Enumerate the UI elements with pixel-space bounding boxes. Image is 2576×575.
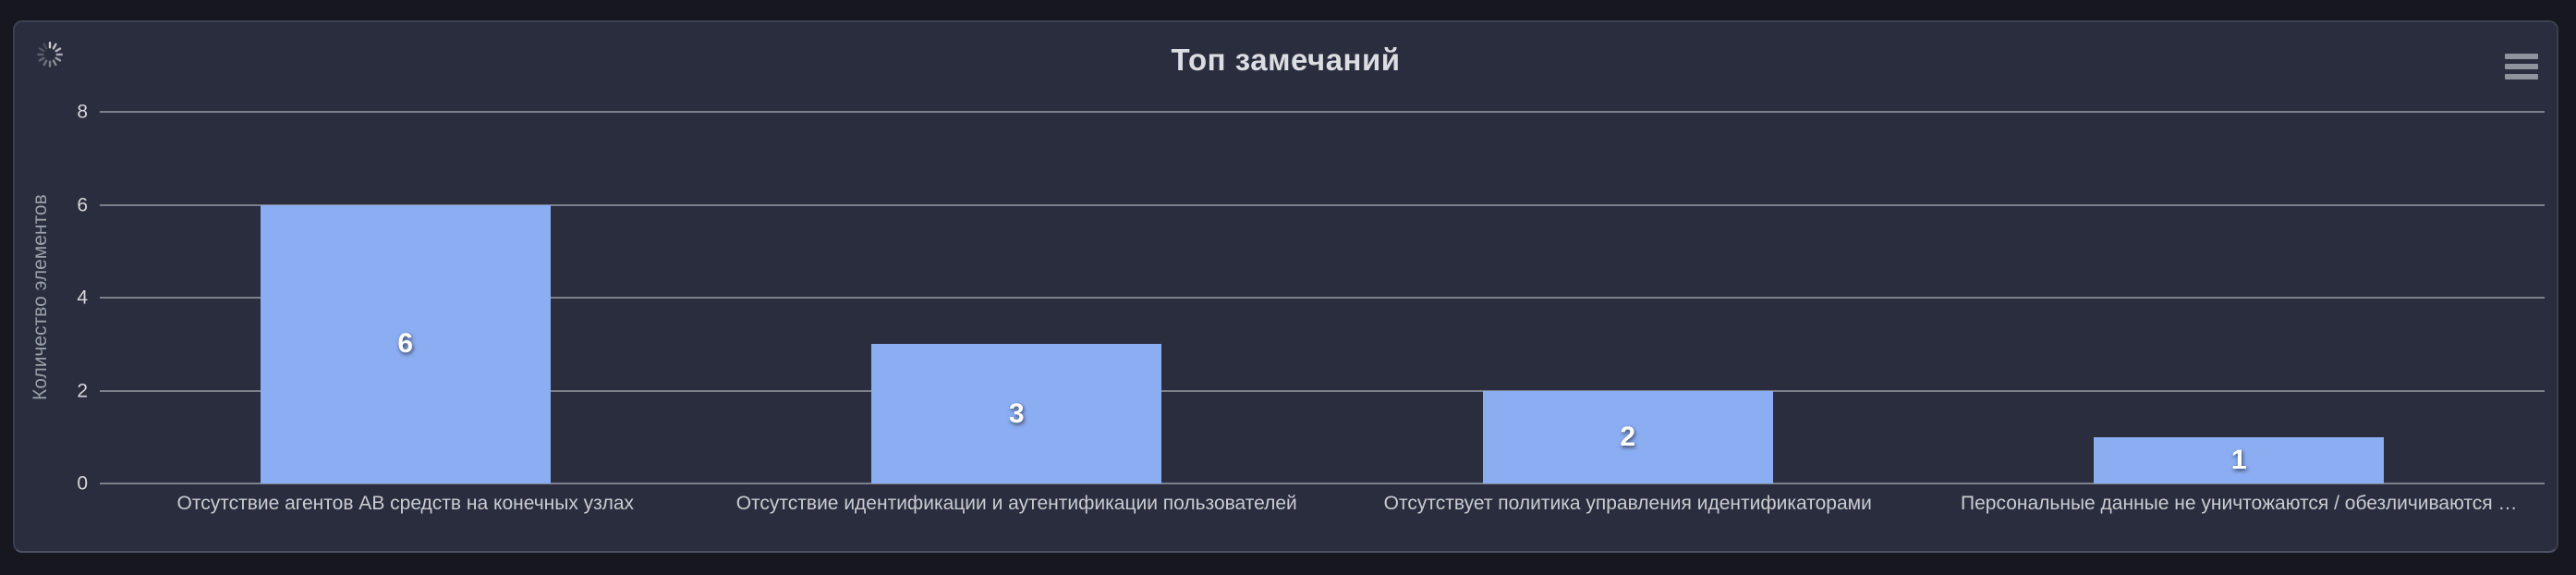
bar-2[interactable]: 3 <box>871 344 1162 483</box>
x-category-label-2: Отсутствие идентификации и аутентификаци… <box>735 493 1297 514</box>
x-axis-labels: Отсутствие агентов АВ средств на конечны… <box>100 493 2545 515</box>
bar-1[interactable]: 6 <box>260 204 551 483</box>
gridline <box>100 389 2545 392</box>
menu-bar <box>2505 64 2538 69</box>
y-axis-title: Количество элементов <box>30 194 51 401</box>
bar-column-4: 1 <box>1934 112 2546 483</box>
bar-column-3: 2 <box>1322 112 1934 483</box>
y-tick-label: 8 <box>77 101 88 123</box>
y-tick-label: 2 <box>77 380 88 401</box>
panel-title: Топ замечаний <box>1171 43 1401 77</box>
y-tick-label: 0 <box>77 472 88 495</box>
bar-column-2: 3 <box>711 112 1323 483</box>
bar-value-label: 3 <box>1008 398 1025 429</box>
x-category-label-4: Персональные данные не уничтожаются / об… <box>1961 493 2518 514</box>
menu-bar <box>2505 74 2538 80</box>
loading-spinner-icon <box>35 40 65 69</box>
y-tick-label: 6 <box>77 194 88 215</box>
bar-4[interactable]: 1 <box>2094 436 2385 483</box>
x-axis-line <box>100 483 2545 484</box>
bar-3[interactable]: 2 <box>1482 390 1773 483</box>
x-category-label-3: Отсутствует политика управления идентифи… <box>1383 493 1872 514</box>
chart-panel: Топ замечаний Количество элементов 6 3 2 1 … <box>13 20 2558 553</box>
bar-value-label: 1 <box>2230 444 2247 475</box>
y-tick-label: 4 <box>77 287 88 309</box>
bar-value-label: 6 <box>397 328 414 360</box>
menu-bar <box>2505 54 2538 59</box>
plot-area: 6 3 2 1 0 2 4 6 8 <box>77 103 2545 494</box>
bars-row: 6 3 2 1 <box>100 112 2545 483</box>
bar-column-1: 6 <box>100 112 711 483</box>
gridline <box>100 203 2545 206</box>
gridline <box>100 297 2545 299</box>
x-category-label-1: Отсутствие агентов АВ средств на конечны… <box>176 493 634 514</box>
hamburger-menu-icon[interactable] <box>2505 54 2538 80</box>
bar-value-label: 2 <box>1620 421 1636 452</box>
gridline <box>100 111 2545 113</box>
